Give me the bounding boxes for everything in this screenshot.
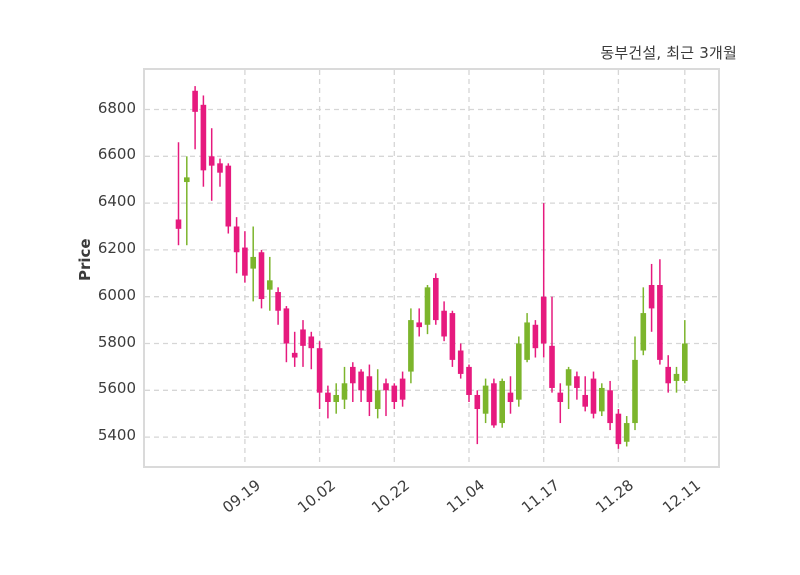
candle-body [408, 320, 414, 372]
candle-body [615, 413, 622, 445]
candle-body [258, 252, 265, 300]
candle-body [366, 376, 373, 402]
candle-body [657, 285, 663, 360]
candle-body [316, 348, 323, 393]
candle-body [283, 308, 290, 344]
plot-area [143, 68, 720, 468]
candle-body [383, 383, 389, 391]
candle-body [441, 310, 447, 337]
candle-body [582, 394, 588, 407]
candle-body [184, 177, 190, 183]
candlestick-plot [145, 70, 718, 466]
candle-body [665, 366, 671, 384]
candle-body [565, 369, 572, 386]
candle-body [391, 385, 398, 402]
y-tick-label: 6400 [97, 192, 136, 211]
candle-body [632, 359, 638, 424]
candle-body [623, 423, 630, 442]
candle-body [233, 226, 240, 253]
x-tick-label: 11.17 [517, 476, 563, 517]
chart-title: 동부건설, 최근 3개월 [600, 44, 737, 62]
candle-body [433, 277, 439, 321]
candle-body [516, 343, 522, 400]
candle-body [499, 380, 505, 424]
candle-body [540, 296, 547, 344]
candle-body [275, 292, 281, 311]
candle-body [457, 350, 464, 374]
candle-body [574, 376, 580, 388]
candle-body [482, 385, 489, 414]
x-tick-label: 10.22 [368, 476, 414, 517]
candle-body [466, 366, 472, 395]
y-tick-label: 5400 [97, 426, 136, 445]
y-tick-label: 6200 [97, 238, 136, 257]
candle-body [640, 313, 647, 351]
x-tick-label: 12.11 [658, 476, 704, 517]
candle-body [225, 165, 232, 227]
candle-body [416, 322, 422, 328]
x-tick-label: 11.04 [443, 476, 489, 517]
candle-body [607, 390, 613, 424]
candle-body [242, 247, 248, 276]
candle-body [449, 313, 456, 360]
candle-body [208, 156, 215, 166]
candle-body [374, 390, 381, 410]
candle-body [557, 392, 564, 402]
candle-body [300, 329, 306, 346]
candle-body [333, 394, 339, 402]
candle-body [358, 371, 364, 391]
candle-body [175, 219, 182, 229]
candle-body [350, 366, 356, 384]
candle-body [341, 383, 348, 400]
candle-body [491, 383, 497, 426]
x-tick-label: 09.19 [219, 476, 264, 517]
candle-body [682, 343, 688, 381]
x-tick-label: 11.28 [592, 476, 638, 517]
candle-body [673, 373, 680, 381]
candle-body [549, 345, 555, 388]
candle-body [200, 104, 207, 171]
candle-body [524, 322, 530, 360]
candle-body [267, 280, 273, 290]
candle-body [599, 387, 605, 412]
candle-body [291, 352, 298, 358]
x-tick-label: 10.02 [293, 476, 339, 517]
candle-body [424, 287, 431, 325]
candle-body [648, 285, 655, 309]
candle-body [507, 392, 514, 402]
candle-body [250, 256, 256, 269]
candle-body [325, 392, 331, 402]
candle-body [192, 90, 198, 112]
y-tick-label: 5600 [97, 379, 136, 398]
candle-body [399, 378, 406, 400]
candle-body [308, 336, 315, 349]
y-tick-label: 6800 [97, 98, 136, 117]
y-tick-label: 5800 [97, 332, 136, 351]
candle-body [217, 163, 223, 173]
y-tick-label: 6000 [97, 285, 136, 304]
candle-body [532, 324, 539, 349]
y-tick-label: 6600 [97, 145, 136, 164]
candle-body [590, 378, 597, 414]
candle-body [474, 394, 481, 410]
